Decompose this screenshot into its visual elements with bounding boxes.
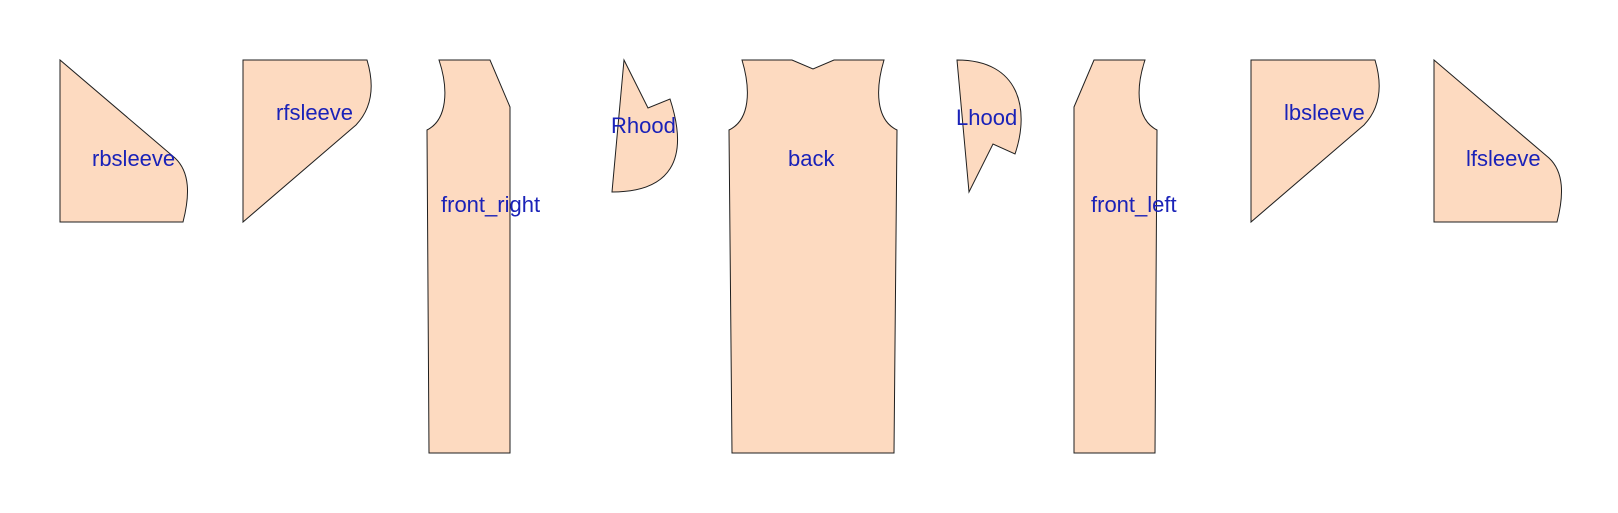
piece-rhood-shape[interactable]: [611, 58, 678, 193]
piece-front-left[interactable]: front_left: [1073, 59, 1177, 454]
piece-rfsleeve[interactable]: rfsleeve: [242, 59, 372, 224]
piece-rhood-label: Rhood: [611, 113, 676, 138]
piece-lfsleeve-shape[interactable]: [1433, 58, 1562, 223]
piece-lhood-label: Lhood: [956, 105, 1017, 130]
piece-lbsleeve-label: lbsleeve: [1284, 100, 1365, 125]
piece-back[interactable]: back: [728, 59, 898, 454]
piece-rbsleeve[interactable]: rbsleeve: [59, 58, 188, 223]
piece-back-shape[interactable]: [728, 59, 898, 454]
piece-rbsleeve-label: rbsleeve: [92, 146, 175, 171]
piece-back-label: back: [788, 146, 835, 171]
piece-lhood-shape[interactable]: [956, 59, 1022, 194]
piece-rbsleeve-shape[interactable]: [59, 58, 188, 223]
piece-front-left-label: front_left: [1091, 192, 1177, 217]
piece-lfsleeve-label: lfsleeve: [1466, 146, 1541, 171]
piece-rfsleeve-shape[interactable]: [242, 59, 372, 224]
piece-front-left-shape[interactable]: [1073, 59, 1158, 454]
piece-lbsleeve[interactable]: lbsleeve: [1250, 59, 1380, 224]
piece-front-right[interactable]: front_right: [426, 59, 540, 454]
piece-rfsleeve-label: rfsleeve: [276, 100, 353, 125]
piece-lbsleeve-shape[interactable]: [1250, 59, 1380, 224]
piece-front-right-label: front_right: [441, 192, 540, 217]
piece-lfsleeve[interactable]: lfsleeve: [1433, 58, 1562, 223]
piece-rhood[interactable]: Rhood: [611, 58, 678, 193]
piece-lhood[interactable]: Lhood: [956, 59, 1022, 194]
piece-front-right-shape[interactable]: [426, 59, 511, 454]
